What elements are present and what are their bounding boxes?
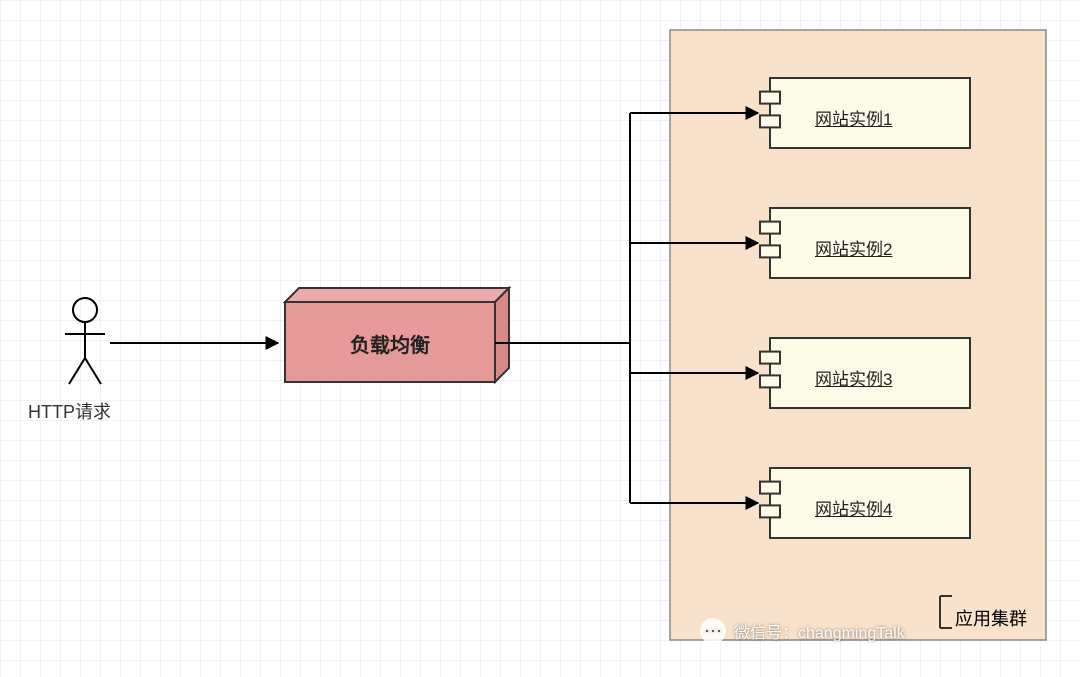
wechat-icon: ⋯ — [700, 618, 726, 644]
actor-label: HTTP请求 — [28, 398, 111, 424]
load-balancer-label: 负载均衡 — [285, 329, 495, 358]
watermark-text: 微信号：changmingTalk — [734, 619, 905, 643]
cluster-label: 应用集群 — [955, 605, 1027, 631]
watermark: ⋯ 微信号：changmingTalk — [700, 618, 905, 644]
diagram-svg — [0, 0, 1080, 677]
component-label: 网站实例4 — [815, 495, 892, 520]
actor-icon — [65, 298, 105, 384]
component-label: 网站实例1 — [815, 105, 892, 130]
component-label: 网站实例3 — [815, 365, 892, 390]
component-label: 网站实例2 — [815, 235, 892, 260]
